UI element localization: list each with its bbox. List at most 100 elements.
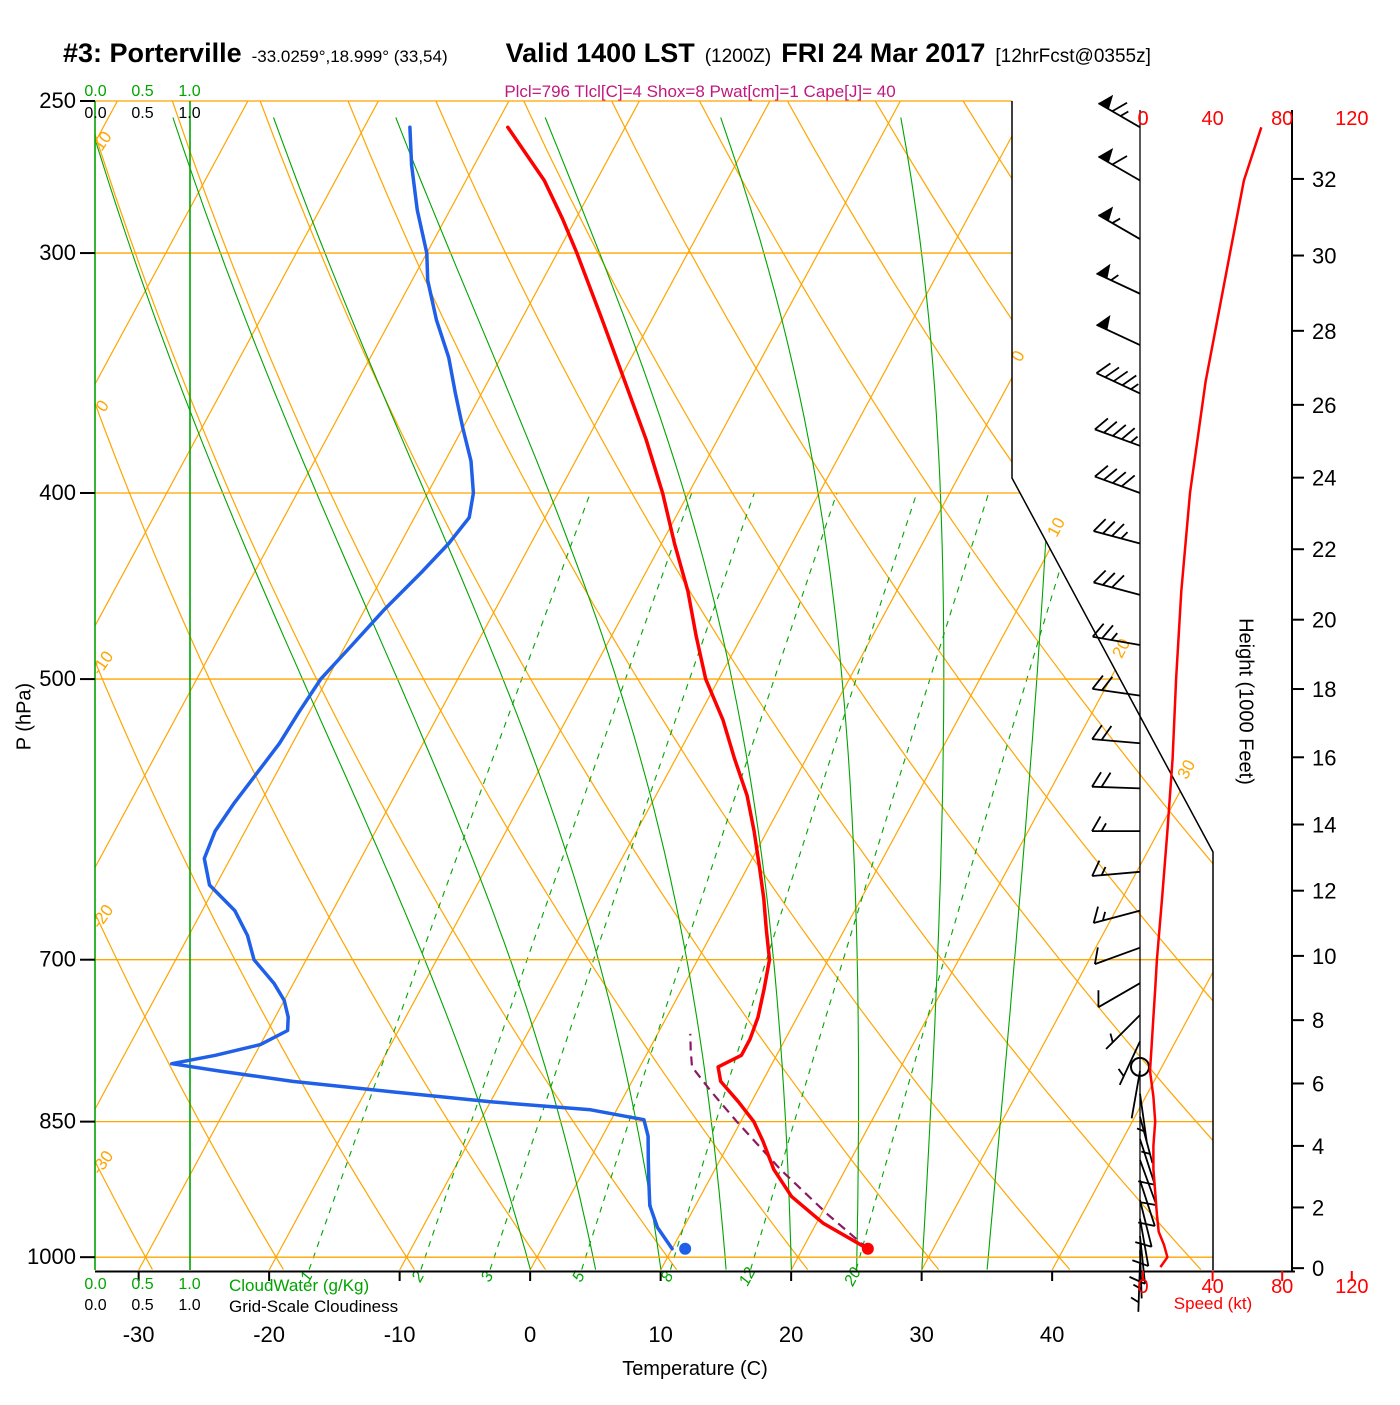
cw-tick: 0.0 <box>72 83 119 101</box>
isotherm-line <box>530 101 1161 1270</box>
gsc-tick: 1.0 <box>166 105 213 123</box>
cloudwater-axis-label: CloudWater (g/Kg) <box>229 1276 369 1296</box>
barb-staff <box>1096 273 1140 293</box>
moist-adiabat-line <box>173 118 596 1270</box>
height-tick-label: 26 <box>1312 393 1336 418</box>
barb-full <box>1112 156 1127 164</box>
valid-zulu: (1200Z) <box>705 46 772 68</box>
temp-tick-label: 40 <box>1040 1322 1064 1347</box>
gsc-tick: 0.0 <box>72 1297 119 1317</box>
barb-staff <box>1094 582 1140 594</box>
barb-full <box>1092 772 1101 786</box>
station-title: #3: Porterville <box>63 38 242 69</box>
barb-full <box>1112 103 1127 111</box>
height-tick-label: 4 <box>1312 1134 1324 1159</box>
barb-full <box>1095 947 1098 964</box>
barb-full <box>1096 363 1110 373</box>
height-tick-label: 8 <box>1312 1008 1324 1033</box>
dry-adiabat-line <box>787 101 1400 1270</box>
forecast-tag: [12hrFcst@0355z] <box>995 46 1151 68</box>
cloudiness-scale-bottom: 0.0 0.5 1.0 Grid-Scale Cloudiness <box>72 1297 398 1317</box>
barb-staff <box>1092 689 1140 696</box>
dry-adiabat-line <box>260 101 939 1270</box>
valid-time: Valid 1400 LST <box>506 38 695 69</box>
surface-dewpoint-dot <box>679 1243 691 1255</box>
background-grid <box>0 101 1400 1270</box>
dry-adiabat-line <box>0 101 546 1270</box>
temp-tick-label: 0 <box>524 1322 536 1347</box>
speed-tick-label-top: 120 <box>1335 108 1368 130</box>
mixing-ratio-label: 20 <box>841 1265 865 1290</box>
surface-temp-dot <box>862 1243 874 1255</box>
barb-flag <box>1098 95 1113 109</box>
barb-staff <box>1094 531 1140 543</box>
cloudwater-scale-top: 0.0 0.5 1.0 <box>72 83 213 101</box>
isotherm-label: 0 <box>1008 347 1029 364</box>
station-coords: -33.0259°,18.999° (33,54) <box>252 47 448 67</box>
barb-half <box>1102 823 1107 831</box>
pressure-tick-label: 500 <box>39 666 76 691</box>
pressure-tick-label: 400 <box>39 480 76 505</box>
mixing-ratio-line <box>309 493 590 1270</box>
barb-half <box>1131 437 1138 443</box>
height-tick-label: 6 <box>1312 1071 1324 1096</box>
height-tick-label: 24 <box>1312 466 1336 491</box>
moist-adiabat-line <box>901 118 944 1270</box>
sounding-indices: Plcl=796 Tlcl[C]=4 Shox=8 Pwat[cm]=1 Cap… <box>465 82 935 102</box>
barb-staff <box>1106 1015 1140 1049</box>
pressure-tick-label: 850 <box>39 1109 76 1134</box>
barb-full <box>1103 522 1115 534</box>
temperature-axis-title: Temperature (C) <box>545 1358 845 1381</box>
barb-full <box>1122 475 1135 486</box>
height-tick-label: 18 <box>1312 677 1336 702</box>
isotherm-line <box>139 101 770 1270</box>
barb-half <box>1111 275 1118 280</box>
dry-adiabat-label: -30 <box>88 1147 118 1178</box>
gsc-tick: 0.0 <box>72 105 119 123</box>
temp-tick-label: 10 <box>648 1322 672 1347</box>
isotherm-line <box>400 101 1031 1270</box>
barb-half <box>1121 112 1129 116</box>
dry-adiabat-line <box>85 101 677 1270</box>
barb-staff <box>1095 948 1140 964</box>
pressure-tick-label: 1000 <box>27 1244 76 1269</box>
barb-full <box>1114 371 1128 381</box>
barb-half <box>1131 1298 1139 1303</box>
pressure-tick-label: 700 <box>39 947 76 972</box>
height-tick-label: 10 <box>1312 944 1336 969</box>
barb-full <box>1105 367 1119 377</box>
height-tick-label: 0 <box>1312 1256 1324 1281</box>
cloudiness-axis-label: Grid-Scale Cloudiness <box>229 1297 398 1317</box>
wind-barbs <box>1092 95 1156 1312</box>
mixing-ratio-line <box>856 493 1083 1270</box>
barb-staff <box>1092 872 1140 876</box>
isotherm-label: 30 <box>1174 757 1200 783</box>
dry-adiabat-label: -20 <box>88 901 118 932</box>
height-axis-title: Height (1000 Feet) <box>1234 602 1257 802</box>
barb-full <box>1102 773 1111 787</box>
temp-tick-label: -20 <box>253 1322 285 1347</box>
cw-tick: 0.5 <box>119 1276 166 1296</box>
isotherm-line <box>661 101 1292 1270</box>
height-tick-label: 14 <box>1312 812 1336 837</box>
barb-full <box>1094 570 1106 582</box>
pressure-tick-label: 250 <box>39 88 76 113</box>
height-tick-label: 16 <box>1312 745 1336 770</box>
dry-adiabat-line <box>700 101 1400 1270</box>
temperature-curve <box>508 127 868 1249</box>
cw-tick: 1.0 <box>166 83 213 101</box>
barb-full <box>1102 625 1113 638</box>
barb-full <box>1092 816 1101 831</box>
barb-full <box>1112 524 1124 536</box>
barb-flag <box>1098 207 1113 221</box>
dewpoint-curve <box>172 127 672 1249</box>
barb-half <box>1131 384 1138 389</box>
mixing-ratio-line <box>421 493 692 1270</box>
barb-flag <box>1096 315 1110 330</box>
height-tick-label: 2 <box>1312 1195 1324 1220</box>
temp-tick-label: 30 <box>909 1322 933 1347</box>
temp-tick-label: -10 <box>384 1322 416 1347</box>
dry-adiabat-line <box>436 101 1201 1270</box>
